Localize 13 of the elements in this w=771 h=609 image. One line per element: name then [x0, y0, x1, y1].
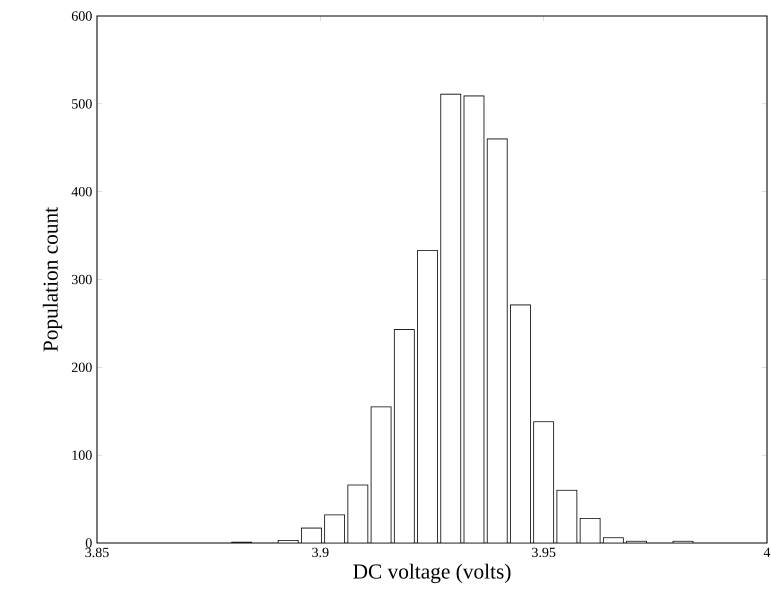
x-axis-title: DC voltage (volts) [353, 564, 510, 584]
y-tick-label: 400 [72, 186, 92, 196]
y-tick-label: 100 [72, 450, 92, 460]
y-tick-label: 500 [72, 99, 92, 109]
y-tick-label: 0 [86, 538, 92, 548]
y-axis-title: Population count [42, 207, 62, 352]
x-tick-label: 3.9 [312, 548, 329, 558]
y-tick-label: 200 [72, 362, 92, 372]
y-tick-label: 300 [72, 274, 92, 284]
x-tick-label: 3.95 [532, 548, 556, 558]
x-tick-label: 4 [764, 548, 770, 557]
y-tick-label: 600 [72, 11, 92, 21]
x-tick-label: 3.85 [85, 548, 109, 558]
